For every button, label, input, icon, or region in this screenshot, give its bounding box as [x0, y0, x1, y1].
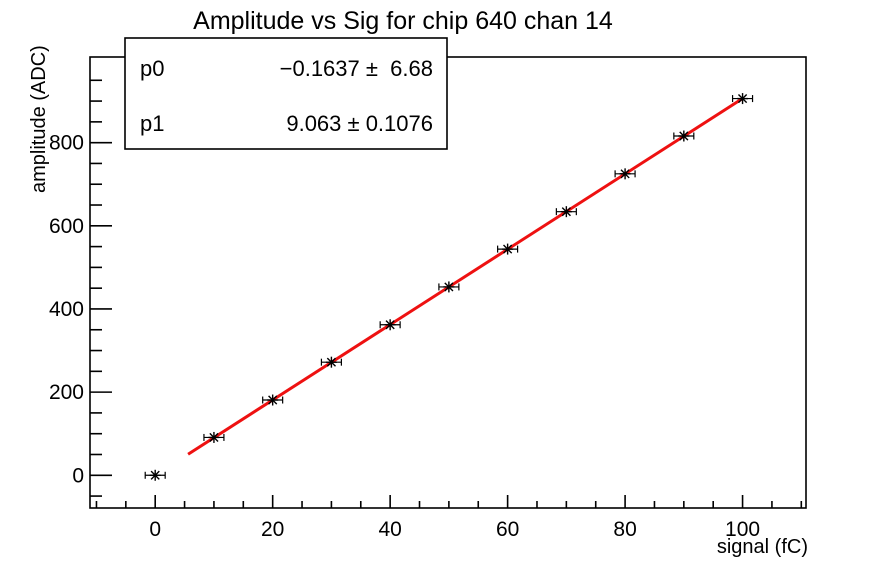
y-tick-label: 800 [49, 132, 84, 155]
stats-param-name-p1: p1 [140, 111, 164, 136]
chart-title: Amplitude vs Sig for chip 640 chan 14 [193, 7, 613, 35]
marker-arm-d2 [209, 432, 219, 443]
marker-arm-d2 [503, 244, 513, 254]
marker-arm-d2 [326, 357, 337, 367]
marker-arm-d2 [679, 131, 689, 141]
marker-arm-d2 [385, 320, 395, 330]
x-axis-title: signal (fC) [717, 536, 808, 558]
marker-arm-d2 [444, 282, 454, 292]
y-tick-label: 400 [49, 298, 84, 321]
x-tick-label: 20 [261, 518, 284, 541]
data-point [438, 281, 460, 293]
x-tick-label: 100 [725, 518, 760, 541]
data-point [555, 206, 577, 218]
marker-arm-d2 [620, 169, 630, 179]
data-point [320, 356, 342, 368]
data-point [731, 93, 754, 105]
fit-line-layer [187, 97, 744, 456]
x-tick-labels: 0 20 40 60 80 100 [149, 518, 760, 541]
data-point [673, 130, 695, 142]
x-tick-label: 80 [613, 518, 636, 541]
y-tick-label: 200 [49, 381, 84, 404]
y-tick-labels: 0 200 400 600 800 [49, 132, 84, 488]
marker-arm-d2 [737, 93, 748, 104]
axis-ticks [90, 79, 803, 508]
data-point [203, 431, 225, 443]
y-tick-label: 0 [72, 464, 84, 487]
marker-arm-d2 [561, 207, 571, 217]
stats-box-border [124, 37, 448, 150]
stats-param-name-p0: p0 [140, 56, 164, 81]
data-point [614, 168, 636, 180]
stats-param-value-p1: 9.063 ± 0.1076 [286, 111, 433, 136]
x-tick-label: 40 [378, 518, 401, 541]
data-point [262, 394, 284, 406]
fit-line [187, 97, 744, 456]
y-tick-label: 600 [49, 215, 84, 238]
marker-arm-d2 [150, 470, 160, 480]
x-tick-label: 0 [149, 518, 161, 541]
data-point [497, 243, 519, 255]
marker-arm-d2 [268, 395, 278, 405]
y-axis-title: amplitude (ADC) [28, 45, 50, 193]
stats-param-value-p0: −0.1637 ± 6.68 [280, 56, 433, 81]
data-point [144, 469, 166, 481]
data-point [379, 319, 401, 331]
data-points-layer [144, 93, 754, 481]
x-tick-label: 60 [496, 518, 519, 541]
stats-box: p0 −0.1637 ± 6.68 p1 9.063 ± 0.1076 [124, 37, 448, 150]
